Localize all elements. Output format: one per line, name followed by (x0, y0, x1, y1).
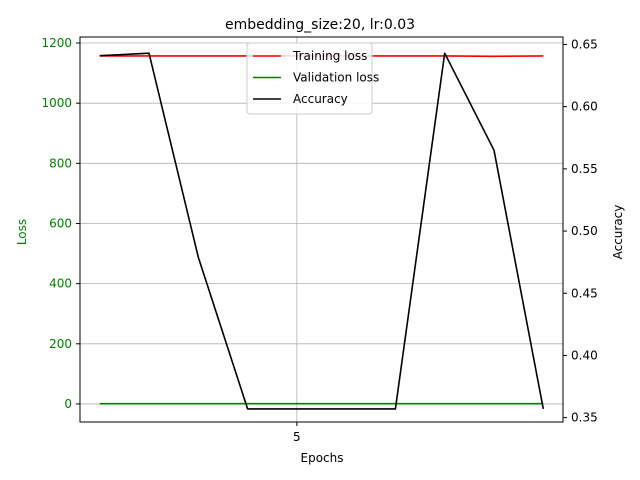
y-axis-label-left: Loss (15, 219, 29, 245)
y-tick-label-right: 0.50 (571, 224, 598, 238)
series-line-3 (99, 52, 545, 410)
x-tick-label: 5 (293, 430, 301, 444)
y-tick-label-right: 0.45 (571, 286, 598, 300)
y-tick-label-left: 400 (49, 277, 72, 291)
legend-box (246, 42, 373, 115)
y-tick-label-left: 800 (49, 156, 72, 170)
y-tick-label-left: 600 (49, 216, 72, 230)
y-axis-label-right: Accuracy (611, 205, 625, 260)
axes: 0 200 400 600 800 1000 1200 5 0.35 0.40 0.45 0.50 0.… (41, 36, 597, 444)
legend-label: Validation loss (293, 71, 379, 85)
y-tick-label-right: 0.65 (571, 37, 598, 51)
y-tick-label-right: 0.60 (571, 100, 598, 114)
plot-frame (79, 36, 564, 423)
y-tick-label-right: 0.55 (571, 162, 598, 176)
legend: Training loss Validation loss Accuracy (246, 42, 379, 115)
y-tick-label-right: 0.40 (571, 348, 598, 362)
legend-label: Accuracy (293, 92, 348, 106)
y-tick-label-left: 1200 (41, 36, 72, 50)
y-tick-label-left: 200 (49, 337, 72, 351)
y-tick-label-right: 0.35 (571, 411, 598, 425)
x-axis-label: Epochs (301, 451, 344, 465)
y-tick-label-left: 0 (64, 397, 72, 411)
legend-label: Training loss (292, 49, 367, 63)
y-tick-label-left: 1000 (41, 96, 72, 110)
chart-title: embedding_size:20, lr:0.03 (225, 17, 415, 33)
